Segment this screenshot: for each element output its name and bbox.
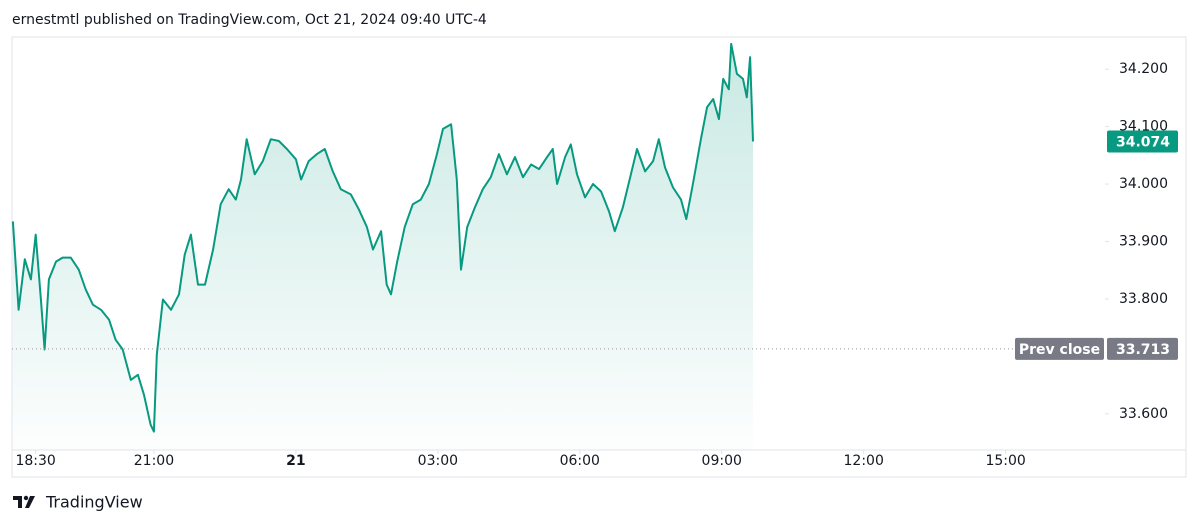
x-tick-label: 21:00 [134,453,174,469]
y-tick-label: 34.000 [1119,176,1168,192]
x-tick-label: 06:00 [560,453,600,469]
last-price-tag [1107,130,1178,153]
x-tick-label: 15:00 [985,453,1025,469]
header: ernestmtl published on TradingView.com, … [12,12,487,28]
prev-close-label: Prev close [1019,342,1100,358]
chart-frame [11,36,1187,478]
y-tick-label: 33.600 [1119,406,1168,422]
y-tick-label: 33.800 [1119,291,1168,307]
x-tick-label: 03:00 [418,453,458,469]
prev-close-tag [1015,337,1104,360]
y-tick-label: 33.900 [1119,233,1168,249]
x-tick-label: 12:00 [844,453,884,469]
logo [13,495,35,508]
prev-close-value: 33.713 [1116,342,1170,358]
x-tick-label: 09:00 [702,453,742,469]
last-price-label: 34.074 [1116,135,1170,151]
x-tick-label: 18:30 [15,453,55,469]
price-line [11,42,754,433]
x-tick-label: 21 [286,453,305,469]
brand: TradingView [45,493,143,512]
prev-close-value-tag [1107,337,1178,360]
y-tick-label: 34.200 [1119,61,1168,77]
area-fill [12,43,753,451]
